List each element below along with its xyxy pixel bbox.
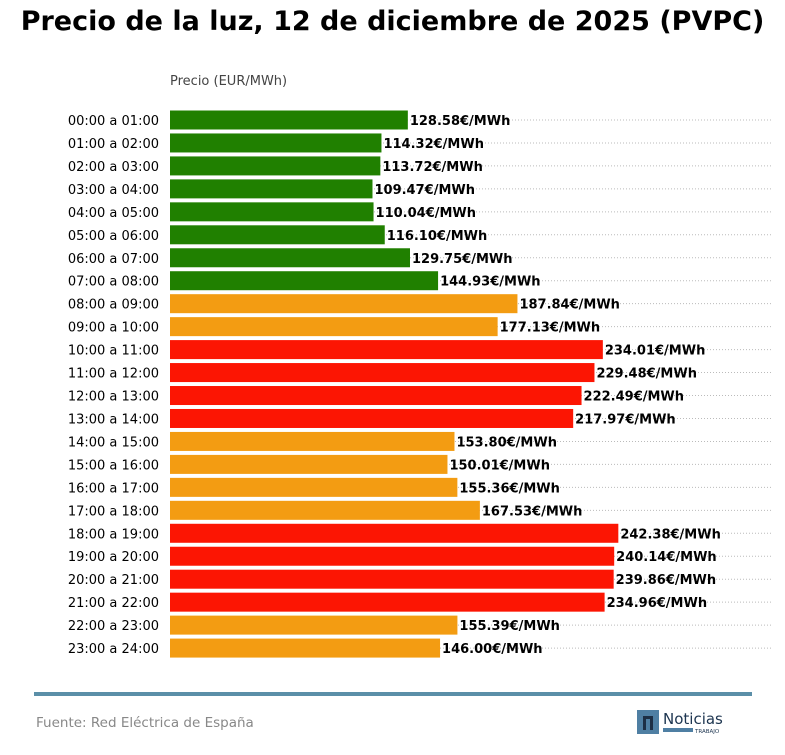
y-tick-label: 06:00 a 07:00: [68, 252, 159, 267]
bar: [170, 248, 410, 268]
bar: [170, 363, 595, 383]
y-tick-label: 05:00 a 06:00: [68, 229, 159, 244]
svg-text:Noticias: Noticias: [663, 710, 723, 728]
data-label: 242.38€/MWh: [620, 527, 721, 542]
y-tick-label: 03:00 a 04:00: [68, 183, 159, 198]
bar: [170, 110, 408, 130]
data-label: 239.86€/MWh: [616, 573, 717, 588]
bar: [170, 340, 603, 360]
bar: [170, 271, 439, 291]
bar: [170, 615, 458, 635]
bar: [170, 202, 374, 222]
y-tick-label: 21:00 a 22:00: [68, 596, 159, 611]
bar: [170, 500, 480, 520]
y-tick-label: 23:00 a 24:00: [68, 642, 159, 657]
svg-text:TRABAJO: TRABAJO: [694, 729, 720, 735]
bar: [170, 546, 615, 566]
data-label: 240.14€/MWh: [616, 550, 717, 565]
data-label: 155.36€/MWh: [459, 481, 560, 496]
y-tick-label: 18:00 a 19:00: [68, 527, 159, 542]
x-axis-label: Precio (EUR/MWh): [170, 74, 288, 89]
y-tick-label: 13:00 a 14:00: [68, 412, 159, 427]
y-tick-label: 20:00 a 21:00: [68, 573, 159, 588]
data-label: 217.97€/MWh: [575, 412, 676, 427]
y-tick-label: 09:00 a 10:00: [68, 321, 159, 336]
data-label: 113.72€/MWh: [382, 160, 483, 175]
chart-title: Precio de la luz, 12 de diciembre de 202…: [20, 6, 765, 37]
data-label: 229.48€/MWh: [596, 367, 697, 382]
data-label: 128.58€/MWh: [410, 114, 511, 129]
data-label: 110.04€/MWh: [376, 206, 477, 221]
y-tick-label: 07:00 a 08:00: [68, 275, 159, 290]
y-tick-label: 10:00 a 11:00: [68, 344, 159, 359]
y-tick-label: 00:00 a 01:00: [68, 114, 159, 129]
bar: [170, 156, 381, 176]
bar: [170, 294, 518, 314]
data-label: 109.47€/MWh: [374, 183, 475, 198]
data-label: 155.39€/MWh: [459, 619, 560, 634]
y-tick-label: 17:00 a 18:00: [68, 504, 159, 519]
data-label: 222.49€/MWh: [584, 390, 685, 405]
y-tick-label: 15:00 a 16:00: [68, 458, 159, 473]
bar: [170, 133, 382, 153]
data-label: 177.13€/MWh: [500, 321, 601, 336]
bar: [170, 179, 373, 199]
y-tick-label: 02:00 a 03:00: [68, 160, 159, 175]
noticias-trabajo-logo: Noticias TRABAJO: [637, 710, 723, 735]
data-label: 129.75€/MWh: [412, 252, 512, 267]
data-label: 187.84€/MWh: [519, 298, 620, 313]
bar: [170, 408, 574, 428]
bar: [170, 638, 441, 658]
y-tick-label: 22:00 a 23:00: [68, 619, 159, 634]
bar: [170, 592, 605, 612]
y-tick-label: 19:00 a 20:00: [68, 550, 159, 565]
data-label: 167.53€/MWh: [482, 504, 583, 519]
bar: [170, 523, 619, 543]
data-label: 234.01€/MWh: [605, 344, 706, 359]
y-tick-label: 16:00 a 17:00: [68, 481, 159, 496]
footer-rule: [34, 692, 752, 696]
y-tick-label: 08:00 a 09:00: [68, 298, 159, 313]
data-label: 234.96€/MWh: [607, 596, 708, 611]
y-tick-label: 04:00 a 05:00: [68, 206, 159, 221]
bar: [170, 225, 385, 245]
bar: [170, 386, 582, 406]
y-tick-label: 14:00 a 15:00: [68, 435, 159, 450]
y-tick-label: 01:00 a 02:00: [68, 137, 159, 152]
y-tick-label: 11:00 a 12:00: [68, 367, 159, 382]
bar: [170, 431, 455, 451]
y-tick-label: 12:00 a 13:00: [68, 390, 159, 405]
data-label: 150.01€/MWh: [449, 458, 550, 473]
source-note: Fuente: Red Eléctrica de España: [36, 715, 254, 731]
bar: [170, 454, 448, 474]
bar: [170, 477, 458, 497]
data-label: 146.00€/MWh: [442, 642, 542, 657]
data-label: 114.32€/MWh: [383, 137, 484, 152]
bar: [170, 569, 614, 589]
bar: [170, 317, 498, 337]
data-label: 144.93€/MWh: [440, 275, 541, 290]
data-label: 116.10€/MWh: [387, 229, 488, 244]
data-label: 153.80€/MWh: [456, 435, 556, 450]
